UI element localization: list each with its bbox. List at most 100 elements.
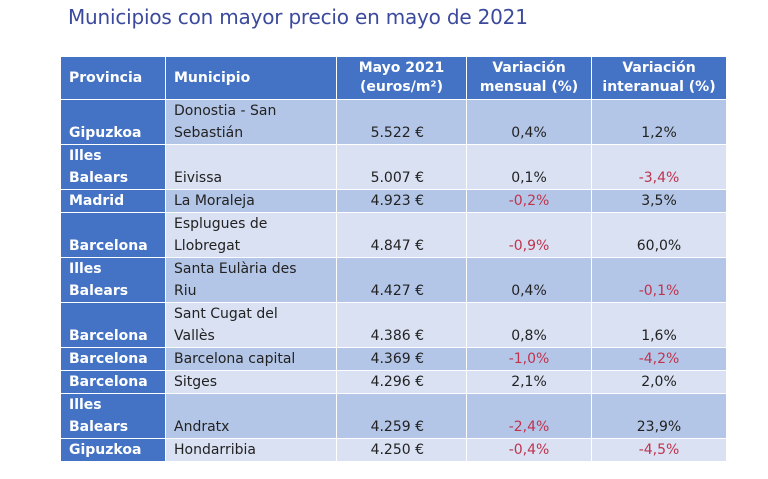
header-precio-line1: Mayo 2021 <box>358 60 445 76</box>
cell-municipio-line: Eivissa <box>174 170 223 186</box>
cell-provincia: Illes Balears <box>61 393 166 438</box>
cell-municipio-line: La Moraleja <box>174 193 255 209</box>
table-row: Barcelona Sant Cugat del Vallès 4.386 €0,8%… <box>61 302 726 347</box>
table-header-row: Provincia Municipio Mayo 2021 (euros/m²) … <box>61 57 726 99</box>
cell-municipio-line: Donostia - San <box>174 103 277 119</box>
cell-municipio: La Moraleja <box>166 189 337 212</box>
cell-interanual: 60,0% <box>592 212 726 257</box>
page-title: Municipios con mayor precio en mayo de 2… <box>68 5 528 29</box>
cell-precio: 4.296 € <box>337 370 467 393</box>
cell-municipio-line: Santa Eulària des <box>174 261 297 277</box>
header-provincia: Provincia <box>61 57 166 99</box>
cell-mensual: 0,4% <box>467 257 592 302</box>
cell-provincia-line: Balears <box>69 170 129 186</box>
cell-municipio: Esplugues de Llobregat <box>166 212 337 257</box>
cell-provincia: Barcelona <box>61 370 166 393</box>
header-interanual-line2: interanual (%) <box>602 79 716 95</box>
cell-municipio-line: Sant Cugat del <box>174 306 278 322</box>
cell-provincia-line: Madrid <box>69 193 125 209</box>
cell-precio: 4.259 € <box>337 393 467 438</box>
cell-municipio: Andratx <box>166 393 337 438</box>
cell-municipio-line: Andratx <box>174 419 230 435</box>
cell-provincia-line: Illes <box>69 148 102 164</box>
cell-municipio: Eivissa <box>166 144 337 189</box>
cell-municipio: Santa Eulària des Riu <box>166 257 337 302</box>
cell-mensual: 0,8% <box>467 302 592 347</box>
table-row: Illes Balears Santa Eulària des Riu 4.427 €0… <box>61 257 726 302</box>
cell-provincia: Gipuzkoa <box>61 438 166 461</box>
cell-mensual: -0,9% <box>467 212 592 257</box>
header-provincia-label: Provincia <box>69 69 143 86</box>
cell-interanual: 23,9% <box>592 393 726 438</box>
header-mensual-line2: mensual (%) <box>479 79 579 95</box>
cell-precio: 4.386 € <box>337 302 467 347</box>
table-row: Barcelona Esplugues de Llobregat 4.847 € -0,… <box>61 212 726 257</box>
cell-interanual: -3,4% <box>592 144 726 189</box>
cell-provincia: Illes Balears <box>61 144 166 189</box>
cell-provincia: Madrid <box>61 189 166 212</box>
cell-mensual: 2,1% <box>467 370 592 393</box>
cell-provincia-line: Balears <box>69 283 129 299</box>
table-row: Illes Balears Eivissa 5.007 €0,1% -3,4% <box>61 144 726 189</box>
table-row: Madrid La Moraleja 4.923 € -0,2% 3,5% <box>61 189 726 212</box>
cell-provincia-line: Barcelona <box>69 351 148 367</box>
cell-municipio: Barcelona capital <box>166 347 337 370</box>
cell-provincia: Barcelona <box>61 212 166 257</box>
cell-interanual: 3,5% <box>592 189 726 212</box>
header-municipio-label: Municipio <box>174 69 251 86</box>
cell-municipio: Sitges <box>166 370 337 393</box>
table-row: Barcelona Sitges 4.296 €2,1% 2,0% <box>61 370 726 393</box>
cell-provincia-line: Balears <box>69 419 129 435</box>
header-municipio: Municipio <box>166 57 337 99</box>
header-mensual-line1: Variación <box>492 60 566 76</box>
cell-mensual: -0,4% <box>467 438 592 461</box>
cell-interanual: 2,0% <box>592 370 726 393</box>
cell-provincia-line: Gipuzkoa <box>69 125 142 141</box>
table-row: Gipuzkoa Donostia - San Sebastián 5.522 €0,… <box>61 99 726 144</box>
cell-mensual: 0,4% <box>467 99 592 144</box>
cell-precio: 4.250 € <box>337 438 467 461</box>
prices-table: Provincia Municipio Mayo 2021 (euros/m²) … <box>61 57 726 461</box>
table-row: Gipuzkoa Hondarribia 4.250 € -0,4% -4,5% <box>61 438 726 461</box>
cell-municipio-line: Esplugues de <box>174 216 268 232</box>
cell-precio: 5.522 € <box>337 99 467 144</box>
cell-provincia-line: Barcelona <box>69 374 148 390</box>
cell-interanual: -4,2% <box>592 347 726 370</box>
cell-municipio: Sant Cugat del Vallès <box>166 302 337 347</box>
cell-mensual: -1,0% <box>467 347 592 370</box>
cell-provincia-line: Illes <box>69 261 102 277</box>
cell-provincia-line: Illes <box>69 397 102 413</box>
header-interanual: Variación interanual (%) <box>592 57 726 99</box>
header-mensual: Variación mensual (%) <box>467 57 592 99</box>
table-row: Barcelona Barcelona capital 4.369 € -1,0% -4… <box>61 347 726 370</box>
cell-municipio-line: Sebastián <box>174 125 244 141</box>
cell-precio: 5.007 € <box>337 144 467 189</box>
cell-municipio: Donostia - San Sebastián <box>166 99 337 144</box>
cell-interanual: -4,5% <box>592 438 726 461</box>
cell-interanual: 1,2% <box>592 99 726 144</box>
cell-mensual: -0,2% <box>467 189 592 212</box>
header-interanual-line1: Variación <box>622 60 696 76</box>
cell-provincia-line: Gipuzkoa <box>69 442 142 458</box>
cell-municipio-line: Sitges <box>174 374 218 390</box>
cell-municipio: Hondarribia <box>166 438 337 461</box>
cell-municipio-line: Llobregat <box>174 238 241 254</box>
table-body: Gipuzkoa Donostia - San Sebastián 5.522 €0,… <box>61 99 726 461</box>
cell-provincia: Illes Balears <box>61 257 166 302</box>
cell-municipio-line: Hondarribia <box>174 442 256 458</box>
cell-mensual: 0,1% <box>467 144 592 189</box>
cell-provincia-line: Barcelona <box>69 238 148 254</box>
table-row: Illes Balears Andratx 4.259 € -2,4% 23,9% <box>61 393 726 438</box>
cell-precio: 4.847 € <box>337 212 467 257</box>
header-precio-line2: (euros/m²) <box>360 79 443 95</box>
cell-provincia: Gipuzkoa <box>61 99 166 144</box>
cell-interanual: 1,6% <box>592 302 726 347</box>
cell-provincia-line: Barcelona <box>69 328 148 344</box>
cell-provincia: Barcelona <box>61 347 166 370</box>
cell-precio: 4.427 € <box>337 257 467 302</box>
cell-precio: 4.369 € <box>337 347 467 370</box>
cell-municipio-line: Vallès <box>174 328 215 344</box>
cell-municipio-line: Riu <box>174 283 197 299</box>
header-precio: Mayo 2021 (euros/m²) <box>337 57 467 99</box>
cell-precio: 4.923 € <box>337 189 467 212</box>
